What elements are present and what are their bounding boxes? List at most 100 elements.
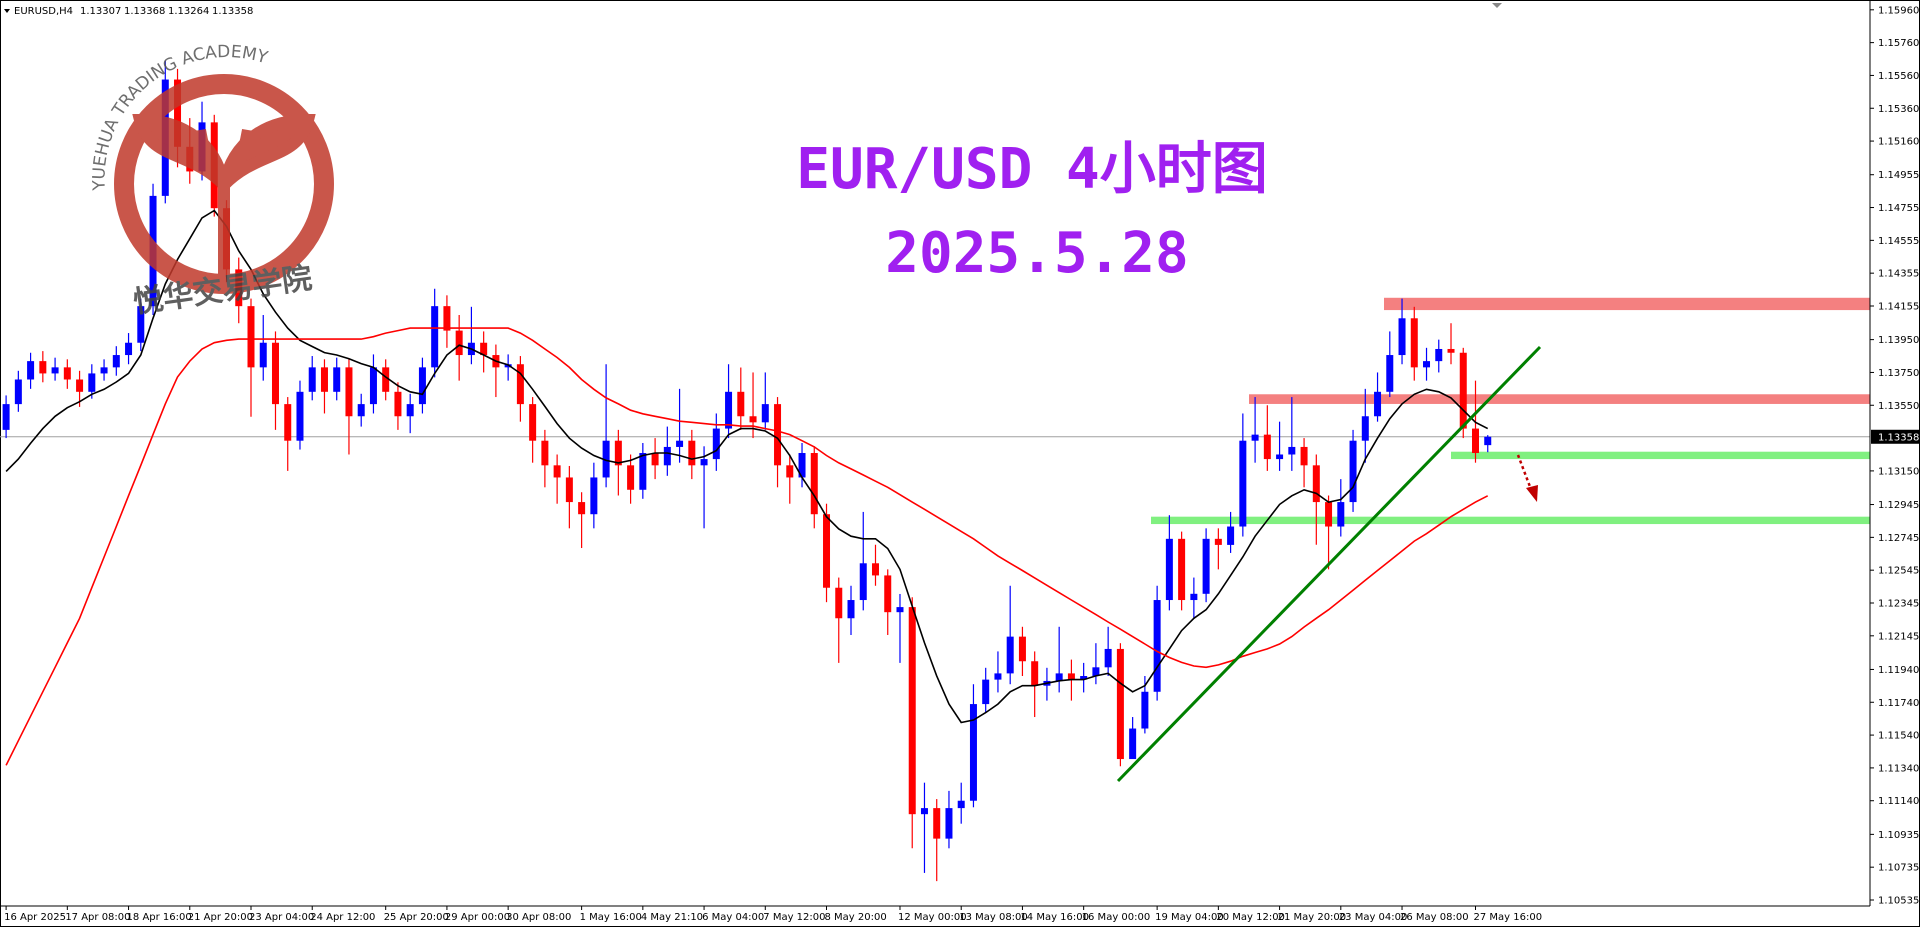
candle-body: [247, 306, 255, 368]
y-tick-label: 1.12345: [1878, 598, 1919, 609]
y-tick-label: 1.14155: [1878, 301, 1919, 312]
zone: [1384, 297, 1870, 311]
candle-body: [1153, 600, 1161, 692]
candle-body: [308, 367, 316, 392]
candle-body: [688, 440, 696, 466]
price-label-box: [1871, 429, 1919, 444]
candle-body: [1067, 673, 1075, 680]
scroll-marker[interactable]: [1492, 3, 1502, 8]
logo-ring: [114, 74, 334, 294]
y-tick-label: 1.15360: [1878, 104, 1919, 115]
logo-tree: [132, 113, 316, 275]
candle-body: [369, 367, 377, 405]
candle-body: [431, 306, 439, 368]
candle-body: [1104, 648, 1112, 668]
candle-body: [920, 808, 928, 815]
candle-body: [284, 404, 292, 441]
candle-body: [1263, 434, 1271, 460]
candle-body: [1361, 416, 1369, 441]
y-tick-label: 1.12145: [1878, 631, 1919, 642]
y-tick-label: 1.11340: [1878, 763, 1919, 774]
candle-body: [1055, 673, 1063, 681]
candle-body: [835, 587, 843, 619]
candle-body: [1386, 355, 1394, 392]
candle-body: [1349, 440, 1357, 503]
x-tick-label: 19 May 04:00: [1155, 912, 1224, 923]
y-tick-label: 1.10535: [1878, 896, 1919, 907]
candle-body: [1325, 502, 1333, 527]
x-tick-label: 29 Apr 00:00: [445, 912, 510, 923]
candle-body: [553, 465, 561, 478]
y-tick-label: 1.15760: [1878, 38, 1919, 49]
candle-body: [712, 428, 720, 460]
x-tick-label: 6 May 04:00: [702, 912, 764, 923]
candle-body: [896, 607, 904, 613]
candle-body: [418, 367, 426, 405]
ohlc-high: 1.13368: [124, 6, 165, 17]
candle-body: [1129, 728, 1137, 760]
zone: [1249, 394, 1870, 404]
candle-body: [443, 306, 451, 331]
y-tick-label: 1.11540: [1878, 731, 1919, 742]
candle-body: [676, 440, 684, 447]
x-tick-label: 17 Apr 08:00: [65, 912, 130, 923]
candle-body: [333, 367, 341, 392]
candle-body: [957, 800, 965, 809]
candle-body: [345, 367, 353, 417]
y-tick-label: 1.10735: [1878, 863, 1919, 874]
candle-body: [480, 342, 488, 356]
candle-body: [761, 404, 769, 423]
y-tick-label: 1.11740: [1878, 698, 1919, 709]
y-tick-label: 1.13950: [1878, 335, 1919, 346]
y-tick-label: 1.14955: [1878, 170, 1919, 181]
candle-body: [798, 453, 806, 478]
candle-body: [1435, 348, 1443, 362]
y-tick-label: 1.13750: [1878, 368, 1919, 379]
x-tick-label: 30 Apr 08:00: [506, 912, 571, 923]
y-tick-label: 1.10935: [1878, 830, 1919, 841]
candle-body: [296, 391, 304, 441]
candle-body: [1276, 454, 1284, 460]
y-tick-label: 1.15560: [1878, 71, 1919, 82]
chart-title: EUR/USD 4小时图: [796, 137, 1267, 202]
candle-body: [1459, 352, 1467, 429]
menu-icon[interactable]: [4, 9, 10, 13]
ohlc-low: 1.13264: [168, 6, 209, 17]
x-tick-label: 24 Apr 12:00: [310, 912, 375, 923]
candle-body: [1423, 361, 1431, 368]
candle-body: [1239, 440, 1247, 527]
candle-body: [1178, 538, 1186, 601]
candle-body: [663, 446, 671, 466]
zones: [0, 297, 1870, 525]
candle-body: [357, 404, 365, 417]
x-tick-label: 14 May 16:00: [1020, 912, 1089, 923]
candle-body: [945, 808, 953, 839]
candle-body: [1251, 434, 1259, 441]
x-tick-label: 12 May 00:00: [898, 912, 967, 923]
zone: [1151, 516, 1870, 525]
candle-body: [1165, 538, 1173, 601]
y-tick-label: 1.12545: [1878, 566, 1919, 577]
x-tick-label: 26 May 08:00: [1400, 912, 1469, 923]
chart-subtitle: 2025.5.28: [885, 221, 1188, 286]
candle-body: [1141, 691, 1149, 729]
candle-body: [76, 379, 84, 392]
candle-body: [969, 704, 977, 801]
y-tick-label: 1.14355: [1878, 269, 1919, 280]
candle-body: [2, 404, 10, 430]
candle-body: [1410, 318, 1418, 368]
candle-body: [455, 330, 463, 356]
candle-body: [1018, 636, 1026, 662]
x-tick-label: 25 Apr 20:00: [384, 912, 449, 923]
candle-body: [651, 453, 659, 466]
candle-body: [1447, 348, 1455, 353]
candle-body: [810, 453, 818, 515]
candle-body: [39, 361, 47, 374]
x-tick-label: 13 May 08:00: [959, 912, 1028, 923]
candle-body: [88, 373, 96, 392]
candle-body: [14, 379, 22, 405]
candle-body: [1031, 661, 1039, 686]
candle-body: [1006, 636, 1014, 674]
candle-body: [565, 477, 573, 503]
candle-body: [529, 404, 537, 441]
